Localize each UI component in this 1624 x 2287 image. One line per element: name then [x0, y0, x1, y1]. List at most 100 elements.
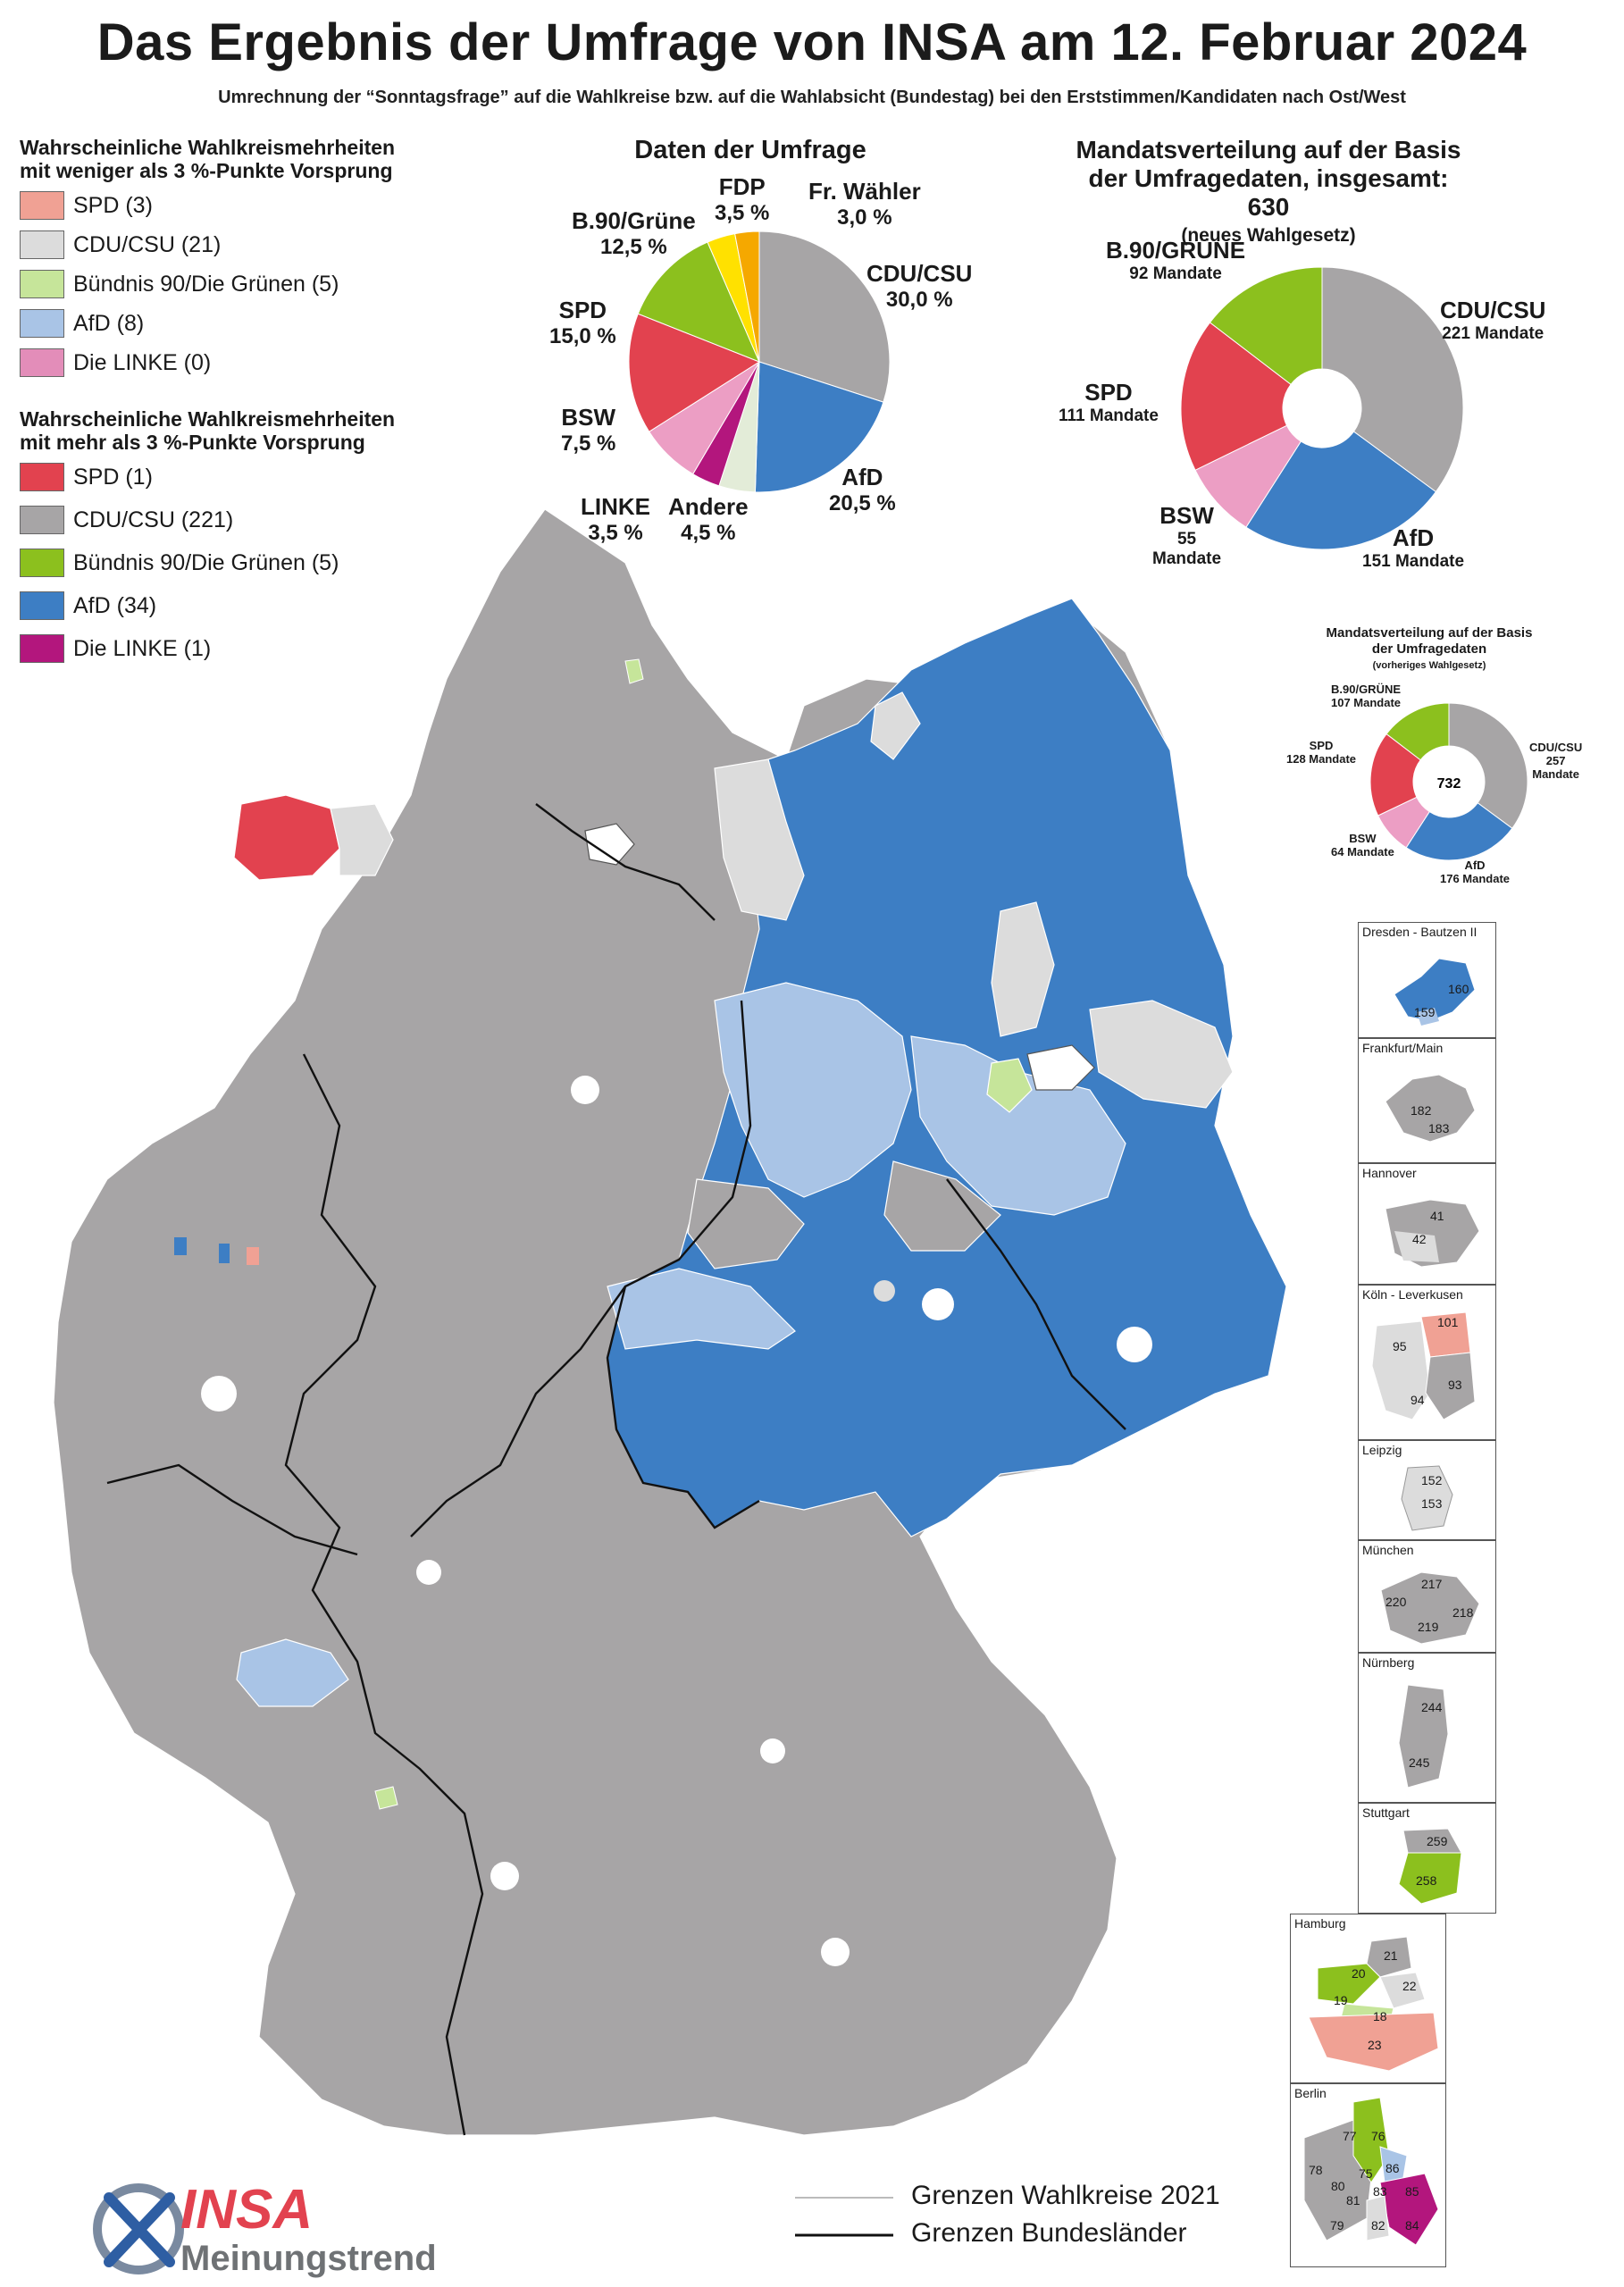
inset-name: München [1362, 1543, 1414, 1557]
inset-shape [1398, 1684, 1449, 1789]
seats-new-label-afd: AfD 151 Mandate [1362, 524, 1464, 572]
insa-logo-subtitle: Meinungstrend [180, 2239, 437, 2278]
map-hamburg [584, 823, 635, 866]
map-city-koeln [201, 1376, 237, 1412]
label-value: 7,5 % [561, 431, 616, 456]
inset-number: 82 [1371, 2218, 1385, 2233]
insa-logo-icon [93, 2183, 184, 2274]
seats-old-label-spd: SPD 128 Mandate [1286, 739, 1356, 767]
label-value: 176 Mandate [1440, 871, 1511, 885]
inset-number: 77 [1343, 2129, 1357, 2143]
legend-label: SPD (3) [73, 192, 153, 218]
label-value: 221 Mandate [1442, 323, 1544, 343]
pie-slice-afd [754, 361, 884, 493]
pie-label-spd: SPD 15,0 % [549, 297, 616, 348]
inset-number: 21 [1384, 1948, 1398, 1963]
inset-number: 258 [1416, 1873, 1437, 1888]
label-value: 3,5 % [588, 520, 643, 545]
label-value: Mandate [1532, 767, 1579, 781]
label-name: BSW [561, 404, 616, 431]
map-spd-ostfriesland [233, 794, 340, 881]
seats-old-label-cdu: CDU/CSU 257 Mandate [1529, 741, 1582, 782]
pie-label-bsw: BSW 7,5 % [561, 404, 616, 456]
pie-slice-b-90-gr-ne [1209, 266, 1323, 385]
legend-swatch [20, 634, 64, 663]
pie-slice-spd [1180, 322, 1292, 471]
inset-number: 152 [1421, 1473, 1443, 1487]
legend-swatch [20, 463, 64, 491]
inset-number: 217 [1421, 1577, 1443, 1591]
inset-number: 219 [1418, 1620, 1439, 1634]
legend-item-gruene-high: Bündnis 90/Die Grünen (5) [20, 547, 484, 579]
legend-label: Die LINKE (0) [73, 349, 212, 375]
inset-number: 75 [1359, 2166, 1373, 2181]
inset-name: Hamburg [1294, 1916, 1346, 1931]
label-name: B.90/Grüne [572, 207, 696, 234]
inset-number: 218 [1452, 1605, 1474, 1620]
pie-label-fw: Fr. Wähler 3,0 % [808, 178, 921, 230]
legend-high-title: Wahrscheinliche Wahlkreismehrheiten mit … [20, 407, 484, 454]
map-east-cdu-1 [714, 758, 805, 921]
label-name: CDU/CSU [1440, 297, 1546, 323]
inset-number: 159 [1414, 1005, 1436, 1019]
legend-label: Bündnis 90/Die Grünen (5) [73, 549, 339, 575]
map-city-leipzig [922, 1288, 954, 1320]
inset-shape [1308, 1936, 1439, 2072]
inset-number: 86 [1385, 2161, 1400, 2175]
legend-item-afd-high: AfD (34) [20, 590, 484, 622]
seats-new-label-bsw: BSW 55 Mandate [1152, 502, 1221, 569]
germany-map [53, 508, 1287, 2136]
label-value: 64 Mandate [1331, 844, 1394, 859]
map-east-cdu-4 [1089, 1000, 1234, 1109]
survey-pie-title: Daten der Umfrage [634, 136, 866, 164]
pie-label-gruene: B.90/Grüne 12,5 % [572, 207, 696, 259]
label-name: SPD [1084, 379, 1133, 406]
pie-label-afd: AfD 20,5 % [829, 464, 896, 515]
legend-label: Die LINKE (1) [73, 635, 212, 661]
legend-swatch [20, 230, 64, 259]
map-city-muenchen [821, 1938, 850, 1966]
label-name: CDU/CSU [866, 260, 973, 287]
inset-number: 245 [1409, 1755, 1430, 1770]
legend-item-spd-high: SPD (1) [20, 461, 484, 493]
seats-new-title: Mandatsverteilung auf der Basis der Umfr… [1072, 136, 1465, 250]
label-value: 20,5 % [829, 490, 896, 515]
pie-label-cdu: CDU/CSU 30,0 % [866, 260, 973, 312]
legend-thick-lines: Grenzen Bundesländer [911, 2218, 1187, 2248]
insa-logo-brand: INSA [180, 2179, 314, 2241]
label-name: FDP [718, 173, 766, 200]
pie-slice-afd [1405, 802, 1513, 861]
inset-number: 182 [1411, 1103, 1432, 1118]
seats-new-label-cdu: CDU/CSU 221 Mandate [1440, 297, 1545, 344]
inset-leipzig: Leipzig 152 153 [1358, 1440, 1496, 1540]
inset-hannover: Hannover 41 42 [1358, 1163, 1496, 1285]
inset-number: 220 [1385, 1595, 1407, 1609]
legend-high-lead: Wahrscheinliche Wahlkreismehrheiten mit … [20, 407, 484, 665]
inset-number: 23 [1368, 2038, 1382, 2052]
legend-swatch [20, 309, 64, 338]
map-afd-low-3 [607, 1268, 796, 1350]
page-subtitle: Umrechnung der “Sonntagsfrage” auf die W… [218, 88, 1406, 107]
inset-shape [1371, 1311, 1476, 1420]
survey-pie-slices [628, 230, 891, 493]
inset-number: 19 [1334, 1993, 1348, 2007]
inset-number: 79 [1330, 2218, 1344, 2233]
inset-number: 80 [1331, 2179, 1345, 2193]
inset-number: 94 [1411, 1393, 1425, 1407]
inset-koeln: Köln - Leverkusen 101 95 93 94 [1358, 1285, 1496, 1440]
map-gruene-north [624, 658, 644, 684]
inset-number: 259 [1427, 1834, 1448, 1848]
label-name: CDU/CSU [1529, 741, 1583, 754]
pie-slice-b-90-gr-ne [1385, 702, 1450, 761]
legend-item-cdu-low: CDU/CSU (21) [20, 229, 484, 261]
inset-shape [1380, 1571, 1480, 1645]
label-name: AfD [841, 464, 883, 490]
label-name: B.90/GRÜNE [1331, 683, 1402, 696]
inset-name: Köln - Leverkusen [1362, 1287, 1463, 1302]
label-value: 55 [1176, 529, 1197, 549]
inset-shape [1303, 2097, 1439, 2246]
legend-swatch [20, 348, 64, 377]
pie-slice-fr-w-hler [734, 230, 760, 363]
inset-stuttgart: Stuttgart 259 258 [1358, 1803, 1496, 1914]
legend-high-title-line2: mit mehr als 3 %-Punkte Vorsprung [20, 431, 365, 454]
